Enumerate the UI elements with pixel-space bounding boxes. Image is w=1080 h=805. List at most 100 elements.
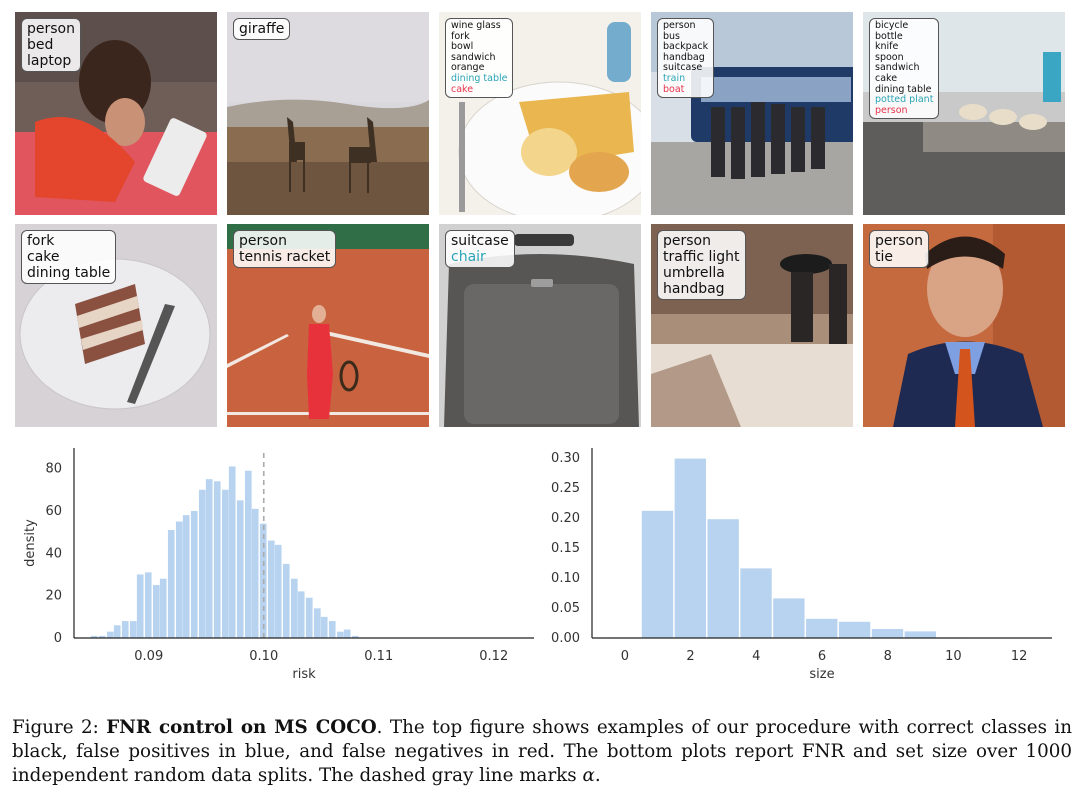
class-label: potted plant	[875, 94, 934, 106]
class-label: laptop	[27, 53, 72, 69]
class-label: dining table	[27, 265, 111, 281]
y-tick-label: 0.00	[551, 631, 580, 646]
caption-bold-title: FNR control on MS COCO	[106, 717, 377, 738]
label-box: bicycle bottle knife spoon sandwich cake dinin…	[869, 18, 940, 120]
class-label: backpack	[663, 41, 709, 53]
risk-bar	[167, 530, 175, 638]
risk-bar	[320, 616, 328, 638]
class-label: spoon	[875, 51, 904, 63]
risk-bar	[113, 625, 121, 638]
class-label: knife	[875, 41, 899, 53]
class-label: person	[27, 21, 75, 37]
x-tick-label: 12	[1011, 649, 1028, 664]
example-image-food-plate: wine glass fork bowl sandwich orange dining t…	[439, 12, 641, 215]
class-label: chair	[451, 249, 486, 265]
risk-bar	[121, 621, 129, 638]
x-tick-label: 8	[884, 649, 892, 664]
x-tick-label: 0.09	[134, 649, 163, 664]
x-axis-label: size	[809, 667, 834, 682]
class-label: bus	[663, 30, 681, 42]
class-label: wine glass	[451, 20, 501, 31]
risk-bar	[343, 629, 351, 638]
example-image-suitcase: suitcase chair	[439, 224, 641, 427]
class-label: tennis racket	[239, 249, 331, 265]
risk-bar	[205, 479, 213, 638]
size-histogram: 0 2 4 6 8 10 12 0.00 0.05 0.10 0.15 0.20 0.25 0.30 s…	[551, 448, 1052, 682]
size-bar	[773, 598, 805, 638]
y-tick-label: 80	[45, 462, 62, 477]
y-tick-labels: 0 20 40 60 80	[45, 462, 62, 646]
risk-bar	[198, 489, 206, 638]
x-axis-label: risk	[292, 667, 316, 682]
y-tick-labels: 0.00 0.05 0.10 0.15 0.20 0.25 0.30	[551, 451, 580, 646]
y-tick-label: 20	[45, 589, 62, 604]
caption-body: . The top figure shows examples of our p…	[12, 717, 1073, 786]
size-bar	[904, 631, 936, 638]
example-image-cake-plate: fork cake dining table	[15, 224, 217, 427]
x-tick-label: 4	[752, 649, 760, 664]
example-image-man-tie: person tie	[863, 224, 1065, 427]
y-tick-label: 0.25	[551, 481, 580, 496]
risk-bar	[228, 466, 236, 638]
size-bars-group	[608, 458, 969, 638]
size-bar	[740, 568, 772, 638]
y-tick-label: 0	[54, 631, 62, 646]
risk-bar	[136, 574, 144, 638]
example-image-bakery-counter: bicycle bottle knife spoon sandwich cake dinin…	[863, 12, 1065, 215]
label-box: person bed laptop	[21, 18, 81, 72]
class-label: suitcase	[663, 62, 703, 74]
risk-bar	[190, 510, 198, 638]
x-tick-labels: 0 2 4 6 8 10 12	[621, 649, 1028, 664]
class-label: bed	[27, 37, 54, 53]
size-bar	[838, 621, 871, 638]
class-label: sandwich	[875, 62, 920, 74]
label-box: suitcase chair	[445, 230, 515, 268]
example-image-bus-station: person bus backpack handbag suitcase train boa…	[651, 12, 853, 215]
label-box: person tie	[869, 230, 929, 268]
caption-end: .	[594, 765, 601, 786]
risk-bar	[159, 578, 167, 638]
class-label: bicycle	[875, 20, 909, 31]
risk-bar	[351, 635, 359, 638]
class-label: giraffe	[239, 21, 285, 37]
class-label: person	[875, 104, 908, 116]
risk-bar	[328, 621, 336, 638]
class-label: tie	[875, 249, 893, 265]
example-image-giraffes: giraffe	[227, 12, 429, 215]
example-image-tennis: person tennis racket	[227, 224, 429, 427]
size-bar	[707, 519, 739, 638]
risk-bar	[144, 572, 152, 638]
x-tick-label: 0	[621, 649, 629, 664]
class-label: handbag	[663, 51, 705, 63]
x-tick-label: 2	[686, 649, 694, 664]
y-tick-label: 40	[45, 546, 62, 561]
class-label: boat	[663, 83, 685, 95]
risk-bar	[221, 489, 229, 638]
risk-bar	[305, 597, 313, 638]
x-tick-label: 0.12	[479, 649, 508, 664]
class-label: traffic light	[663, 249, 740, 265]
risk-bars-group	[90, 466, 359, 638]
class-label: handbag	[663, 281, 725, 297]
risk-bar	[297, 591, 305, 638]
size-bar	[674, 458, 706, 638]
class-label: dining table	[451, 72, 508, 84]
class-label: cake	[451, 83, 474, 95]
y-tick-label: 0.05	[551, 601, 580, 616]
x-tick-labels: 0.09 0.10 0.11 0.12	[134, 649, 508, 664]
class-label: person	[875, 233, 923, 249]
class-label: dining table	[875, 83, 932, 95]
class-label: person	[239, 233, 287, 249]
label-box: giraffe	[233, 18, 291, 40]
y-tick-label: 60	[45, 504, 62, 519]
class-label: fork	[451, 30, 470, 42]
risk-bar	[274, 544, 282, 638]
example-image-snowy-street: person traffic light umbrella handbag	[651, 224, 853, 427]
x-tick-label: 0.10	[249, 649, 278, 664]
class-label: cake	[875, 72, 898, 84]
y-tick-label: 0.10	[551, 571, 580, 586]
risk-bar	[129, 621, 137, 638]
size-bar	[806, 618, 838, 638]
class-label: person	[663, 233, 711, 249]
label-box: wine glass fork bowl sandwich orange dining t…	[445, 18, 514, 99]
